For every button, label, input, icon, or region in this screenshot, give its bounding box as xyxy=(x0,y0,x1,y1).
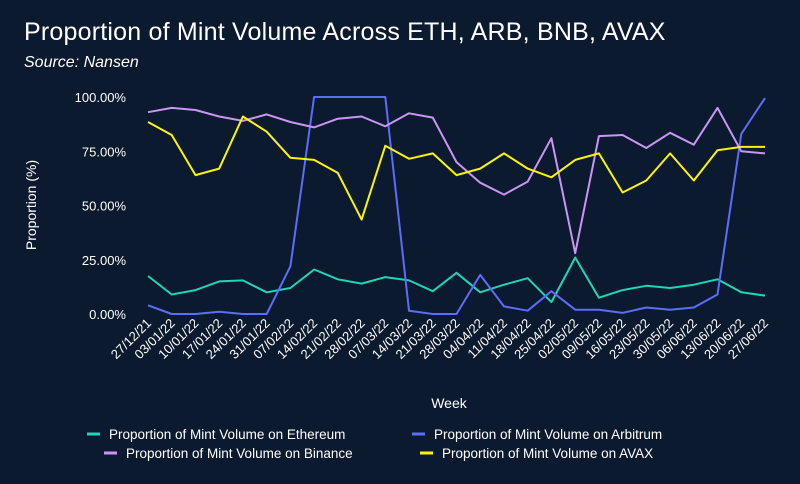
legend-label: Proportion of Mint Volume on Arbitrum xyxy=(434,427,662,442)
series-line-1 xyxy=(147,256,766,304)
legend-label: Proportion of Mint Volume on Ethereum xyxy=(109,427,345,442)
x-axis-title: Week xyxy=(431,395,468,411)
y-tick-label: 0.00% xyxy=(89,307,126,322)
series-line-2 xyxy=(147,96,766,315)
legend: Proportion of Mint Volume on Ethereum Pro… xyxy=(87,427,662,461)
chart-title: Proportion of Mint Volume Across ETH, AR… xyxy=(24,18,666,46)
chart-subtitle: Source: Nansen xyxy=(24,54,139,71)
y-tick-label: 75.00% xyxy=(82,144,127,159)
legend-label: Proportion of Mint Volume on Binance xyxy=(126,446,353,461)
y-axis-title: Proportion (%) xyxy=(23,160,39,250)
y-tick-label: 50.00% xyxy=(82,199,127,214)
y-tick-label: 100.00% xyxy=(75,90,127,105)
x-axis-ticks: 27/12/2103/01/2210/01/2217/01/2224/01/22… xyxy=(108,316,771,362)
y-tick-label: 25.00% xyxy=(82,253,127,268)
legend-label: Proportion of Mint Volume on AVAX xyxy=(442,446,653,461)
series-lines xyxy=(147,96,766,315)
series-line-4 xyxy=(147,115,765,221)
y-axis-ticks: 0.00% 25.00% 50.00% 75.00% 100.00% xyxy=(75,90,127,322)
series-line-3 xyxy=(147,106,766,255)
